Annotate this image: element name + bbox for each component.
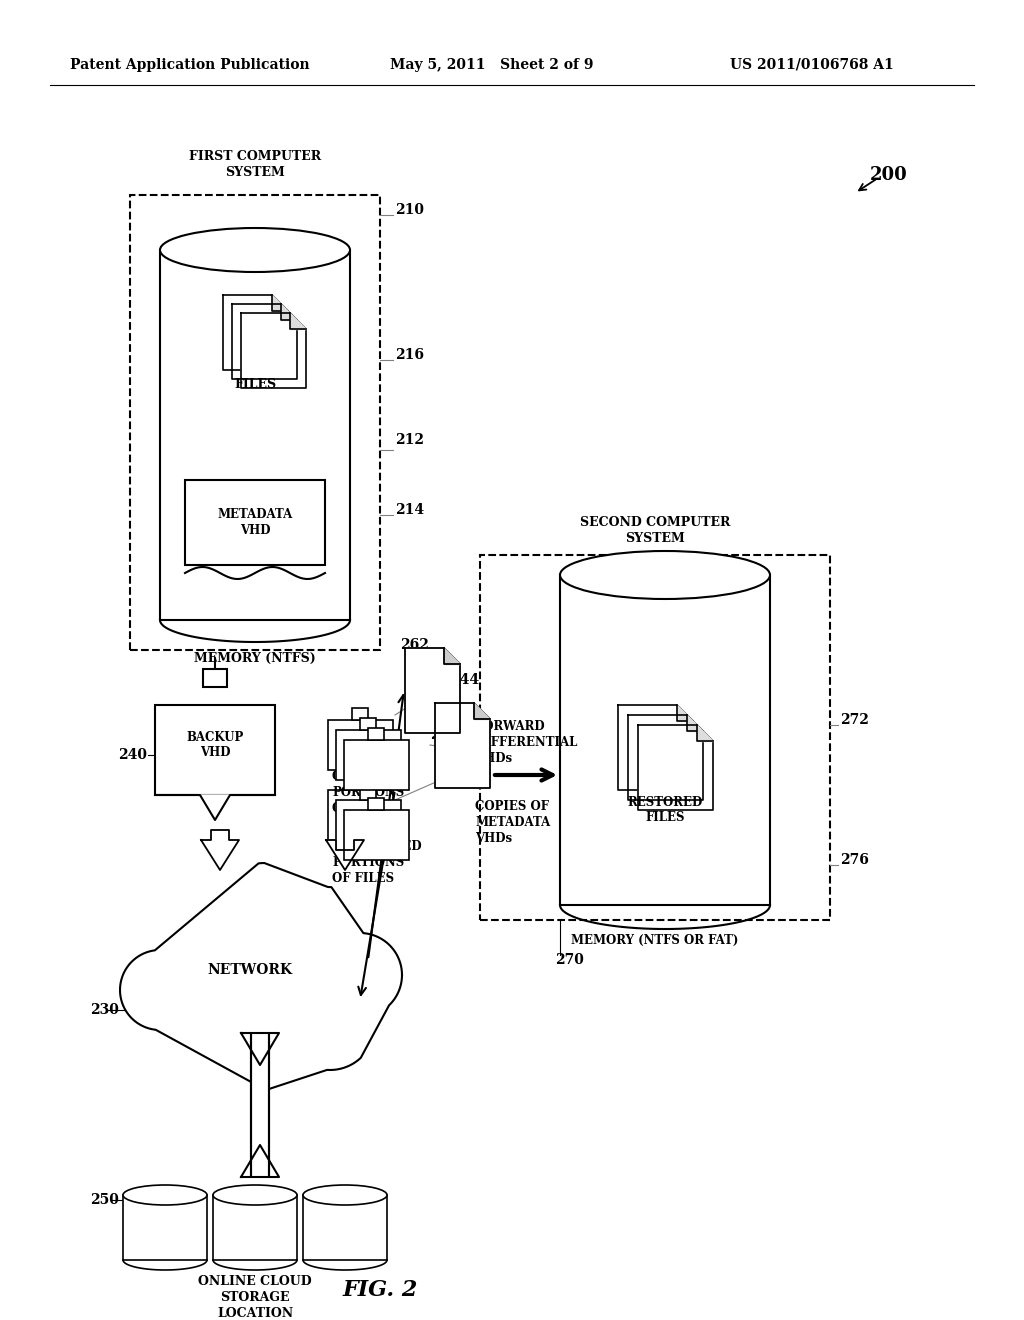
Text: NETWORK: NETWORK [208,964,293,977]
Bar [213,1195,297,1261]
Text: 272: 272 [840,713,869,727]
Polygon shape [406,648,460,733]
Text: 250: 250 [90,1193,119,1206]
Text: 244: 244 [450,673,479,686]
Bar [360,718,376,730]
Bar [560,576,770,906]
Polygon shape [638,725,713,810]
Text: FIG. 2: FIG. 2 [342,1279,418,1302]
Bar [352,777,368,789]
Polygon shape [618,705,693,789]
Text: COPIES OF
METADATA
VHDs: COPIES OF METADATA VHDs [475,800,550,845]
Text: CHANGED
PORTIONS
OF FILES: CHANGED PORTIONS OF FILES [332,770,404,814]
Bar [368,729,384,741]
Bar [155,705,275,795]
Polygon shape [223,294,288,370]
Text: 214: 214 [395,503,424,517]
Bar [303,1195,387,1261]
Text: Patent Application Publication: Patent Application Publication [70,58,309,73]
Polygon shape [290,313,306,329]
Bar [480,554,830,920]
Polygon shape [435,704,490,788]
Bar [130,195,380,649]
Bar [336,800,401,850]
Text: 262: 262 [400,638,429,652]
Polygon shape [326,840,364,870]
Ellipse shape [213,1185,297,1205]
Bar [336,730,401,780]
Polygon shape [272,294,288,312]
Polygon shape [241,1034,279,1177]
Text: FILES: FILES [233,379,276,392]
Ellipse shape [160,228,350,272]
Bar [185,480,325,565]
Text: 264: 264 [430,729,459,742]
Text: SECOND COMPUTER
SYSTEM: SECOND COMPUTER SYSTEM [580,516,730,544]
Bar [203,669,227,686]
Ellipse shape [303,1185,387,1205]
Polygon shape [697,725,713,741]
Polygon shape [120,863,402,1090]
Text: 200: 200 [870,166,907,183]
Polygon shape [232,304,297,379]
Text: BACKUP
VHD: BACKUP VHD [186,731,244,759]
Text: ONLINE CLOUD
STORAGE
LOCATION: ONLINE CLOUD STORAGE LOCATION [199,1275,312,1320]
Bar [123,1195,207,1261]
Polygon shape [444,648,460,664]
Text: 210: 210 [395,203,424,216]
Text: METADATA
VHD: METADATA VHD [217,508,293,536]
Ellipse shape [123,1185,207,1205]
Bar [160,249,350,620]
Bar [328,789,393,840]
Text: 212: 212 [395,433,424,447]
Bar [328,719,393,770]
Bar [360,788,376,800]
Polygon shape [677,705,693,721]
Text: 240: 240 [118,748,147,762]
Bar [352,708,368,719]
Text: 270: 270 [555,953,584,968]
Polygon shape [281,304,297,319]
Text: 242: 242 [450,768,479,781]
Polygon shape [241,1034,279,1177]
Polygon shape [201,830,239,870]
Text: 230: 230 [90,1003,119,1016]
Polygon shape [155,795,275,820]
Text: MEMORY (NTFS): MEMORY (NTFS) [195,652,315,664]
Text: 216: 216 [395,348,424,362]
Bar [344,810,409,861]
Text: FIRST COMPUTER
SYSTEM: FIRST COMPUTER SYSTEM [189,150,322,180]
Text: US 2011/0106768 A1: US 2011/0106768 A1 [730,58,894,73]
Text: 276: 276 [840,853,869,867]
Text: May 5, 2011   Sheet 2 of 9: May 5, 2011 Sheet 2 of 9 [390,58,594,73]
Polygon shape [628,715,703,800]
Polygon shape [687,715,703,731]
Bar [368,799,384,810]
Text: MEMORY (NTFS OR FAT): MEMORY (NTFS OR FAT) [571,933,738,946]
Text: RESTORED
FILES: RESTORED FILES [628,796,702,824]
Ellipse shape [560,550,770,599]
Polygon shape [241,313,306,388]
Polygon shape [474,704,490,719]
Bar [344,741,409,789]
Text: UNCHANGED
PORTIONS
OF FILES: UNCHANGED PORTIONS OF FILES [332,840,423,884]
Text: FORWARD
DIFFERENTIAL
VHDs: FORWARD DIFFERENTIAL VHDs [475,719,578,766]
